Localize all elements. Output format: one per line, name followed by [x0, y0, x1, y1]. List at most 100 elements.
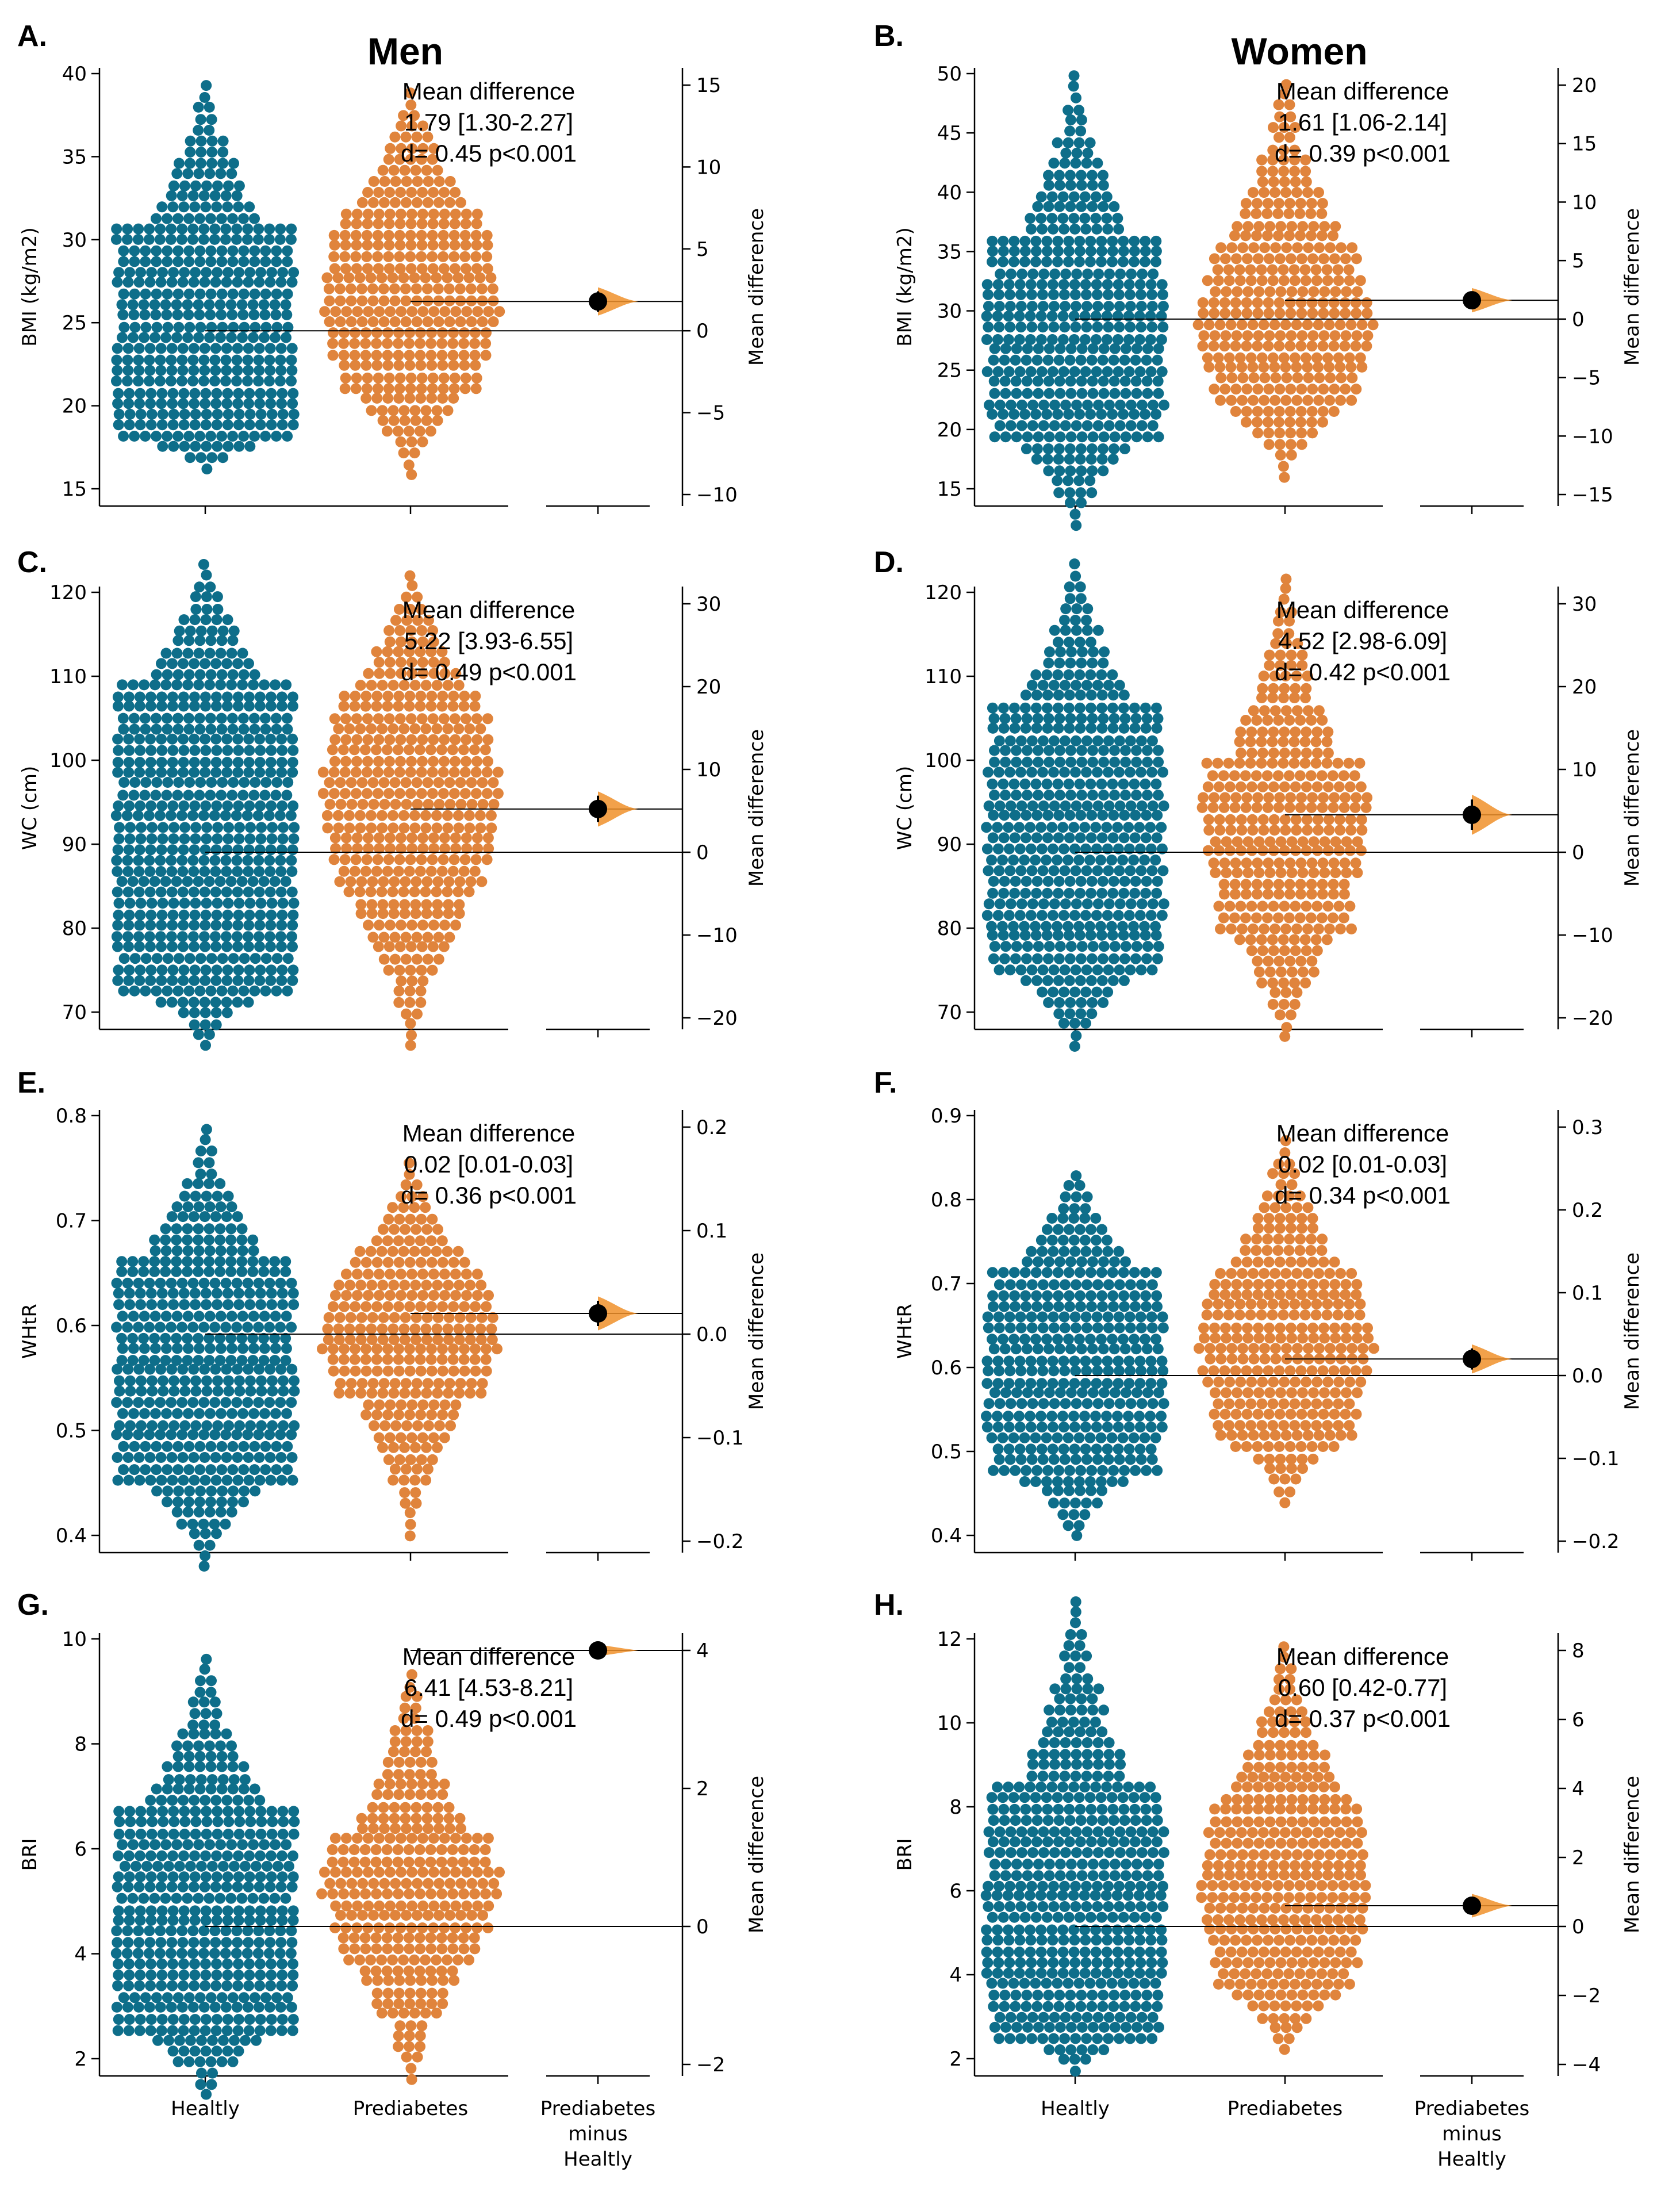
data-point: [172, 1408, 183, 1419]
data-point: [195, 953, 206, 964]
data-point: [1264, 966, 1276, 978]
data-point: [1092, 1322, 1103, 1334]
data-point: [395, 436, 406, 447]
data-point: [1302, 705, 1314, 717]
data-point: [1071, 420, 1082, 431]
data-point: [406, 580, 418, 591]
data-point: [206, 1169, 217, 1180]
data-point: [289, 1385, 300, 1397]
data-point: [1053, 454, 1064, 465]
data-point: [983, 1322, 994, 1334]
data-point: [144, 1429, 155, 1441]
data-point: [383, 251, 394, 262]
data-point: [1291, 1202, 1303, 1213]
data-point: [1273, 198, 1284, 209]
data-point: [1098, 170, 1109, 181]
data-point: [1081, 1497, 1092, 1509]
data-point: [1011, 941, 1022, 952]
data-point: [286, 1452, 298, 1463]
data-point: [149, 1266, 160, 1277]
y-axis-label: WC (cm): [893, 766, 916, 851]
data-point: [1324, 319, 1335, 331]
data-point: [459, 1343, 470, 1355]
data-point: [1118, 929, 1129, 941]
data-point: [1075, 810, 1087, 821]
data-point: [1075, 975, 1086, 986]
data-point: [1324, 923, 1335, 934]
data-point: [404, 338, 415, 349]
data-point: [480, 338, 492, 349]
data-point: [266, 267, 278, 278]
data-point: [450, 843, 462, 854]
data-point: [427, 625, 439, 636]
data-point: [1219, 253, 1231, 265]
data-point: [1069, 843, 1080, 855]
data-point: [1261, 208, 1273, 219]
data-point: [1340, 792, 1351, 803]
data-point: [1273, 879, 1284, 890]
data-point: [417, 436, 428, 447]
data-point: [428, 734, 439, 745]
data-point: [1259, 1268, 1270, 1279]
data-point: [1258, 825, 1269, 836]
data-point: [259, 679, 270, 691]
data-point: [280, 1256, 291, 1267]
data-point: [133, 1277, 144, 1289]
data-point: [1098, 431, 1110, 443]
data-point: [149, 299, 160, 311]
data-point: [447, 350, 459, 361]
data-point: [1221, 1332, 1232, 1344]
data-point: [200, 767, 211, 778]
data-point: [1081, 1279, 1092, 1290]
data-point: [1295, 416, 1306, 428]
data-point: [410, 908, 421, 920]
data-point: [1005, 1398, 1017, 1409]
data-point: [144, 866, 156, 877]
data-point: [254, 691, 266, 703]
data-point: [327, 744, 338, 756]
data-point: [983, 865, 994, 876]
data-point: [178, 844, 189, 856]
data-point: [1096, 702, 1107, 714]
data-point: [173, 321, 185, 333]
data-point: [420, 405, 432, 416]
data-point: [385, 843, 396, 854]
data-point: [1352, 836, 1363, 848]
data-point: [1046, 822, 1058, 833]
data-point: [1075, 593, 1087, 604]
data-point: [271, 985, 282, 997]
data-point: [122, 354, 133, 366]
data-point: [1000, 941, 1011, 952]
data-point: [340, 1269, 352, 1280]
data-point: [140, 288, 151, 300]
data-point: [232, 1452, 243, 1463]
data-point: [1291, 187, 1302, 198]
data-point: [1142, 756, 1153, 768]
data-point: [1272, 628, 1284, 639]
data-point: [1226, 1353, 1238, 1365]
data-point: [269, 1266, 281, 1277]
data-point: [1091, 289, 1103, 300]
data-point: [378, 1312, 389, 1323]
data-point: [1016, 800, 1027, 811]
data-point: [427, 218, 439, 229]
data-point: [1324, 825, 1335, 836]
data-point: [171, 1332, 182, 1344]
data-point: [371, 338, 382, 349]
data-point: [264, 365, 276, 376]
data-point: [1103, 420, 1115, 431]
data-point: [1223, 1398, 1235, 1409]
data-point: [399, 1334, 411, 1346]
data-point: [1063, 637, 1075, 648]
data-point: [1156, 334, 1167, 345]
data-point: [1008, 1432, 1019, 1443]
data-point: [1306, 340, 1318, 352]
data-point: [1080, 1311, 1092, 1323]
data-point: [1054, 790, 1065, 801]
data-point: [1317, 879, 1328, 890]
data-point: [436, 350, 448, 361]
data-point: [1058, 910, 1069, 921]
data-point: [1316, 1245, 1328, 1256]
data-point: [448, 383, 460, 394]
data-point: [1362, 330, 1374, 342]
